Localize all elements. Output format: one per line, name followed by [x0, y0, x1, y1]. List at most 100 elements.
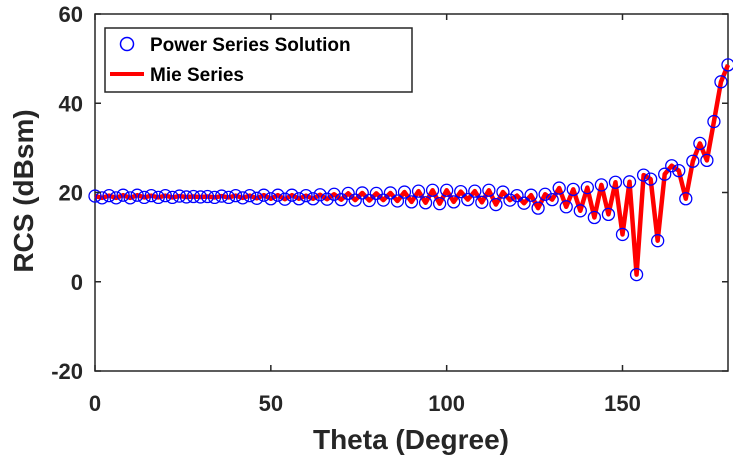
power-series-point [299, 188, 313, 203]
power-series-point [193, 190, 208, 204]
x-tick-label: 0 [89, 391, 101, 416]
power-series-point [341, 186, 355, 201]
power-series-point [629, 267, 644, 282]
legend-label-power-series: Power Series Solution [150, 35, 351, 56]
power-series-point [306, 192, 320, 206]
power-series-point [95, 191, 109, 205]
y-tick-label: 40 [59, 91, 83, 116]
power-series-point [397, 185, 412, 199]
x-tick-label: 50 [259, 391, 283, 416]
power-series-point [643, 172, 658, 186]
y-axis-label: RCS (dBsm) [8, 109, 39, 272]
power-series-point [313, 188, 327, 202]
power-series-point [496, 185, 510, 199]
power-series-point [425, 183, 440, 197]
power-series-point [580, 180, 594, 195]
power-series-point [545, 192, 559, 207]
power-series-point [566, 182, 580, 197]
power-series-point [461, 192, 475, 207]
power-series-point [454, 184, 468, 199]
power-series-point [109, 191, 123, 205]
power-series-point [432, 197, 447, 211]
power-series-point [369, 186, 383, 201]
power-series-point [278, 192, 292, 206]
power-series-point [651, 234, 665, 248]
power-series-point [214, 189, 229, 203]
power-series-point [355, 186, 369, 200]
power-series-point [721, 58, 733, 72]
power-series-point [531, 201, 545, 215]
power-series-point [123, 191, 137, 205]
power-series-point [573, 204, 587, 218]
power-series-point [665, 159, 679, 173]
power-series-point [714, 75, 728, 89]
power-series-point [165, 190, 180, 205]
power-series-point [489, 197, 503, 212]
power-series-point [517, 196, 531, 210]
power-series-point [587, 210, 602, 225]
power-series-point [186, 189, 201, 204]
power-series-point [257, 188, 271, 202]
power-series-point [130, 188, 144, 202]
power-series-point [271, 188, 285, 202]
power-series-point [207, 190, 222, 205]
power-series-point [482, 183, 496, 197]
power-series-point [172, 189, 187, 203]
power-series-point [552, 181, 566, 195]
power-series-point [601, 207, 616, 222]
legend-label-mie-series: Mie Series [150, 65, 244, 86]
y-tick-label: -20 [51, 359, 83, 384]
plot-area [88, 13, 733, 372]
power-series-point [236, 191, 250, 205]
power-series-point [510, 188, 524, 203]
legend-marker-power-series [119, 36, 135, 52]
power-series-point [440, 183, 454, 197]
power-series-point [376, 193, 391, 207]
power-series-point [693, 136, 707, 151]
power-series-point [447, 195, 461, 209]
power-series-point [468, 184, 482, 198]
power-series-point [221, 190, 236, 205]
power-series-point [362, 193, 376, 208]
power-series-point [594, 178, 609, 192]
power-series-point [264, 192, 278, 206]
y-tick-label: 60 [59, 2, 83, 27]
power-series-point [250, 191, 264, 205]
power-series-point [608, 175, 623, 189]
power-series-point [475, 195, 489, 209]
power-series-point [559, 200, 573, 214]
power-series-point [503, 193, 517, 207]
power-series-point [158, 188, 172, 203]
power-series-point [229, 188, 243, 203]
power-series-point [390, 194, 405, 208]
power-series-point [179, 190, 194, 204]
power-series-point [686, 154, 700, 168]
y-tick-label: 0 [71, 270, 83, 295]
power-series-point [137, 190, 151, 205]
power-series-point [707, 114, 721, 129]
power-series-point [622, 175, 637, 189]
power-series-point [348, 193, 362, 207]
power-series-point [320, 192, 334, 206]
power-series-point [144, 188, 158, 203]
power-series-point [116, 188, 130, 202]
x-tick-label: 150 [604, 391, 641, 416]
power-series-point [679, 192, 693, 206]
x-tick-label: 100 [428, 391, 465, 416]
power-series-point [636, 168, 651, 182]
power-series-point [700, 153, 714, 168]
x-axis-label: Theta (Degree) [313, 424, 509, 455]
y-tick-label: 20 [59, 181, 83, 206]
power-series-point [524, 188, 538, 202]
power-series-point [411, 184, 426, 198]
legend-box [104, 27, 413, 93]
power-series-point [418, 196, 433, 210]
power-series-point [672, 163, 686, 178]
mie-series-line [94, 64, 731, 277]
power-series-point [292, 192, 306, 206]
power-series-point [243, 188, 257, 203]
power-series-point [102, 188, 116, 203]
power-series-point [615, 227, 630, 242]
